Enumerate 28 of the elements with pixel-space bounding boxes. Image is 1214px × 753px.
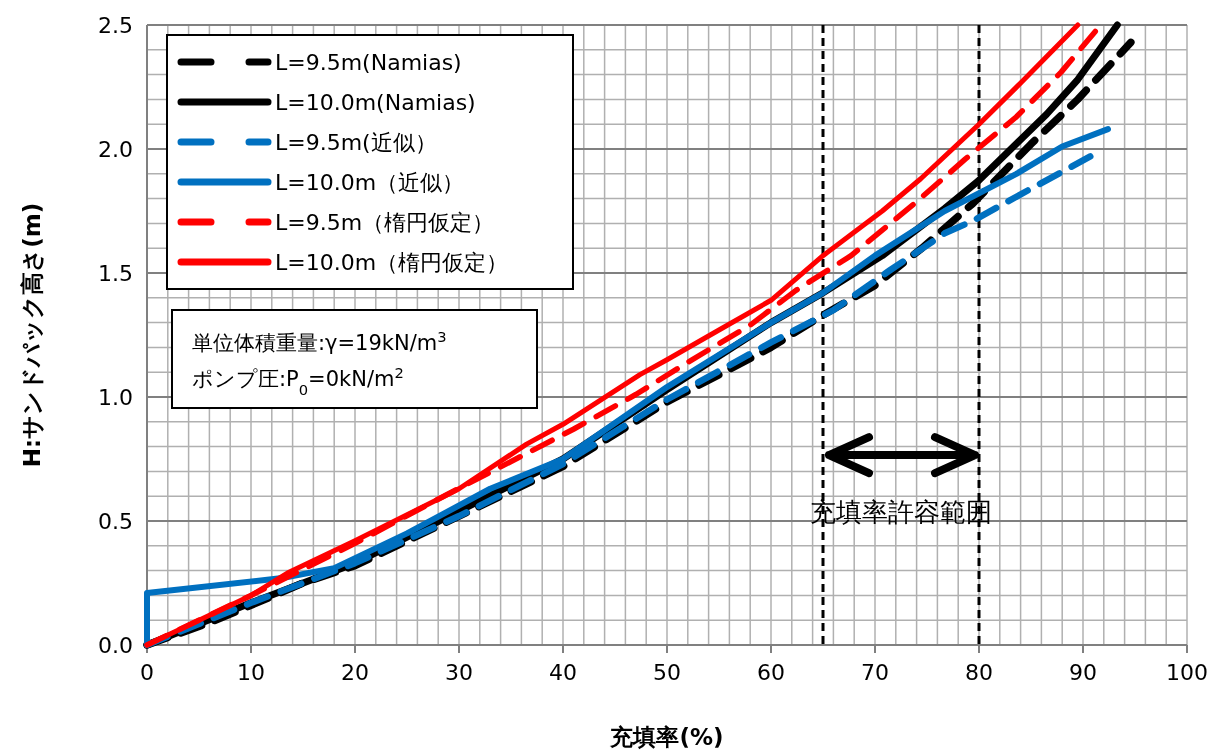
annotation: 単位体積重量:γ=19kN/m$^{3}$	[192, 327, 447, 355]
x-tick-label: 10	[237, 660, 265, 685]
x-tick-label: 20	[341, 660, 369, 685]
x-tick-label: 50	[653, 660, 681, 685]
legend-label: L=9.5m(近似）	[275, 130, 437, 155]
legend-label: L=9.5m（楕円仮定）	[275, 210, 495, 235]
x-tick-label: 70	[861, 660, 889, 685]
x-tick-label: 90	[1069, 660, 1097, 685]
y-tick-label: 1.5	[98, 261, 133, 286]
legend-label: L=10.0m（楕円仮定）	[275, 250, 509, 275]
x-tick-label: 60	[757, 660, 785, 685]
x-tick-label: 0	[140, 660, 154, 685]
y-tick-label: 2.0	[98, 137, 133, 162]
legend-label: L=10.0m(Namias)	[275, 90, 476, 115]
x-tick-label: 100	[1166, 660, 1208, 685]
legend-label: L=9.5m(Namias)	[275, 50, 462, 75]
y-axis-title: H:サンドパック高さ(m)	[19, 202, 45, 468]
annotation: ポンプ圧:P$_{0}$=0kN/m$^{2}$	[192, 363, 404, 398]
annotation: 充填率許容範囲	[810, 497, 992, 528]
legend-label: L=10.0m（近似）	[275, 170, 465, 195]
y-tick-label: 1.0	[98, 385, 133, 410]
y-tick-label: 2.5	[98, 13, 133, 38]
x-tick-label: 30	[445, 660, 473, 685]
x-tick-label: 40	[549, 660, 577, 685]
y-tick-label: 0.5	[98, 509, 133, 534]
x-tick-label: 80	[965, 660, 993, 685]
x-axis-title: 充填率(%)	[609, 724, 724, 750]
y-tick-label: 0.0	[98, 633, 133, 658]
